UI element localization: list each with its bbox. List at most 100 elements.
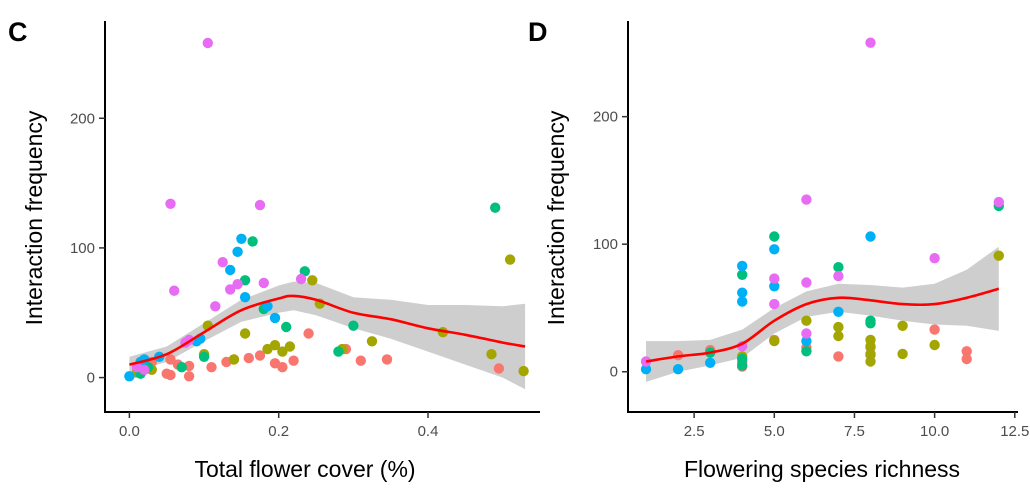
panel-d-smooth-line-group bbox=[645, 287, 1000, 363]
panel-d-point bbox=[672, 364, 684, 375]
panel-d-ribbon bbox=[646, 246, 999, 382]
panel-d-point bbox=[865, 37, 876, 48]
panel-c-point bbox=[165, 354, 176, 365]
panel-d-y-axis-title: Interaction frequency bbox=[543, 110, 569, 325]
panel-c-point bbox=[176, 362, 187, 373]
panel-c-point bbox=[518, 365, 529, 377]
panel-c-point bbox=[504, 254, 516, 265]
panel-c-point bbox=[486, 349, 497, 360]
panel-c-point bbox=[169, 285, 180, 296]
panel-c-y-ticks: 0 100 200 bbox=[70, 110, 105, 387]
panel-d-point bbox=[769, 281, 780, 292]
panel-d-point bbox=[833, 270, 844, 282]
panel-c-point bbox=[217, 257, 228, 268]
panel-c-point bbox=[198, 351, 210, 362]
panel-c-point bbox=[355, 355, 366, 366]
panel-d-point bbox=[833, 330, 844, 342]
panel-c-smooth-line-group bbox=[129, 294, 526, 366]
panel-d-points bbox=[640, 37, 1004, 375]
panel-c-point bbox=[381, 354, 393, 365]
panel-c-point bbox=[183, 371, 195, 382]
panel-c: C 0.0 0.2 0.4 0 100 200 Total flower cover (… bbox=[8, 17, 540, 482]
panel-c-point bbox=[307, 275, 318, 286]
panel-d-x-axis-title: Flowering species richness bbox=[684, 456, 960, 482]
panel-d-point bbox=[897, 320, 908, 331]
panel-c-point bbox=[206, 362, 217, 373]
panel-c-points bbox=[124, 37, 529, 382]
panel-d-point bbox=[833, 306, 844, 317]
panel-c-point bbox=[243, 352, 254, 364]
panel-c-y-tick-label: 0 bbox=[87, 370, 95, 387]
panel-c-point bbox=[247, 236, 258, 247]
panel-c-y-tick-label: 100 bbox=[70, 240, 95, 257]
panel-c-point bbox=[277, 346, 288, 357]
panel-d-y-tick-label: 0 bbox=[610, 364, 618, 381]
panel-d-point bbox=[865, 356, 876, 367]
panel-d-point bbox=[737, 296, 748, 307]
panel-d-y-tick-label: 100 bbox=[593, 236, 618, 253]
panel-c-point bbox=[284, 341, 296, 352]
panel-c-point bbox=[232, 246, 243, 257]
panel-c-point bbox=[269, 312, 281, 324]
panel-c-point bbox=[239, 292, 251, 303]
panel-d: D 2.5 5.0 7.5 10.0 12.5 0 100 200 Flowering sp… bbox=[528, 17, 1029, 482]
panel-c-point bbox=[277, 362, 288, 373]
panel-d-point bbox=[801, 194, 812, 205]
panel-d-point bbox=[640, 364, 652, 375]
panel-c-point bbox=[165, 369, 176, 381]
panel-c-x-axis-title: Total flower cover (%) bbox=[194, 456, 415, 482]
panel-c-point bbox=[262, 301, 273, 312]
panel-c-point bbox=[288, 355, 299, 366]
panel-c-x-ticks: 0.0 0.2 0.4 bbox=[119, 412, 438, 440]
panel-c-point bbox=[269, 340, 281, 351]
panel-d-point bbox=[737, 287, 748, 298]
panel-d-point bbox=[801, 277, 812, 288]
panel-c-point bbox=[202, 37, 213, 49]
panel-d-point bbox=[865, 315, 876, 326]
panel-d-point bbox=[993, 250, 1004, 261]
panel-c-ribbon bbox=[129, 281, 526, 390]
panel-c-y-axis-title: Interaction frequency bbox=[21, 110, 47, 325]
panel-c-y-tick-label: 200 bbox=[70, 110, 95, 127]
panel-c-point bbox=[124, 371, 135, 382]
panel-d-point bbox=[801, 315, 812, 326]
panel-d-x-tick-label: 12.5 bbox=[1000, 423, 1029, 440]
panel-d-point bbox=[865, 348, 876, 360]
panel-c-point bbox=[303, 328, 314, 339]
panel-d-point bbox=[833, 351, 844, 362]
panel-c-point bbox=[165, 198, 176, 209]
panel-c-x-tick-label: 0.2 bbox=[268, 423, 289, 440]
panel-c-point bbox=[258, 277, 269, 289]
panel-c-point bbox=[225, 284, 236, 295]
panel-d-point bbox=[993, 196, 1004, 208]
panel-c-point bbox=[333, 346, 344, 357]
panel-d-label: D bbox=[528, 17, 548, 47]
panel-c-point bbox=[366, 336, 378, 347]
panel-d-point bbox=[769, 298, 780, 310]
panel-d-x-tick-label: 2.5 bbox=[684, 423, 705, 440]
panel-c-point bbox=[236, 233, 247, 244]
panel-c-point bbox=[210, 301, 221, 312]
panel-c-point bbox=[232, 279, 243, 290]
panel-c-confidence-band bbox=[129, 281, 526, 390]
panel-d-point bbox=[897, 348, 908, 360]
panel-d-y-tick-label: 200 bbox=[593, 109, 618, 126]
panel-c-point bbox=[295, 273, 307, 285]
panel-c-point bbox=[490, 202, 501, 213]
panel-c-point bbox=[493, 363, 505, 374]
panel-d-point bbox=[833, 262, 844, 273]
panel-d-point bbox=[737, 260, 748, 272]
panel-c-point bbox=[254, 199, 266, 211]
panel-d-point bbox=[769, 244, 780, 255]
panel-d-confidence-band bbox=[646, 246, 999, 382]
panel-d-point bbox=[801, 346, 812, 357]
panel-d-smooth-line bbox=[645, 287, 1000, 363]
panel-c-point bbox=[348, 320, 359, 331]
panel-d-point bbox=[769, 335, 780, 347]
panel-c-x-tick-label: 0.0 bbox=[119, 423, 140, 440]
panel-c-point bbox=[254, 350, 266, 361]
panel-d-point bbox=[769, 273, 780, 284]
panel-d-point bbox=[737, 269, 748, 280]
panel-d-point bbox=[865, 341, 876, 352]
